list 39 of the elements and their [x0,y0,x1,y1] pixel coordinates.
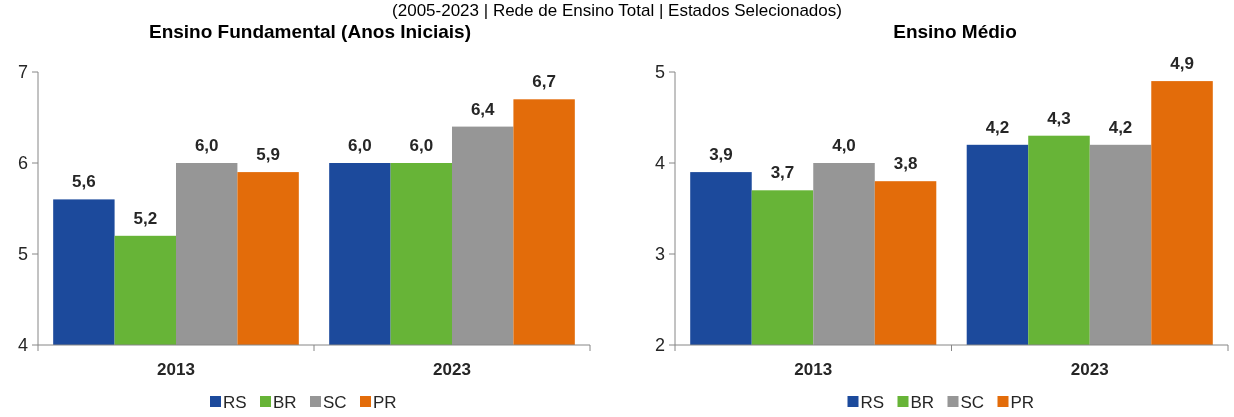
data-label: 4,9 [1170,54,1194,74]
legend-label: RS [860,393,885,412]
data-label: 6,0 [348,136,372,155]
data-label: 3,7 [770,163,795,183]
x-tick-label: 2023 [433,360,471,379]
data-label: 4,0 [832,136,856,155]
data-label: 6,0 [409,136,434,155]
y-tick-label: 3 [654,244,665,265]
y-tick-label: 4 [654,153,665,174]
data-label: 4,2 [1108,117,1133,137]
y-tick-label: 4 [17,335,28,356]
legend-label: RS [223,393,247,412]
y-tick-label: 7 [17,62,28,83]
data-label: 3,8 [893,154,918,174]
data-label: 5,2 [133,208,158,228]
data-label: 5,6 [72,172,96,192]
y-tick-label: 2 [654,335,665,356]
data-label: 4,2 [985,117,1010,137]
legend-label: BR [910,393,935,412]
legend-label: SC [323,393,347,412]
data-label: 6,7 [532,72,556,92]
chart-title: Ensino Médio [893,21,1017,42]
legend-label: BR [273,393,297,412]
data-label: 5,9 [256,145,280,165]
x-tick-label: 2013 [157,360,195,379]
data-label: 6,4 [470,99,496,119]
chart-subtitle: (2005-2023 | Rede de Ensino Total | Estados Selecionados) [392,1,842,20]
y-tick-label: 5 [17,244,28,265]
data-label: 6,0 [194,136,219,155]
x-tick-label: 2013 [794,360,833,379]
data-label: 3,9 [709,145,733,165]
legend-label: SC [960,393,985,412]
legend-label: PR [1010,393,1035,412]
y-tick-label: 6 [17,153,28,174]
data-label: 4,3 [1047,108,1071,128]
legend-label: PR [373,393,397,412]
chart-title: Ensino Fundamental (Anos Iniciais) [149,21,471,42]
x-tick-label: 2023 [1070,360,1109,379]
y-tick-label: 5 [654,62,665,83]
